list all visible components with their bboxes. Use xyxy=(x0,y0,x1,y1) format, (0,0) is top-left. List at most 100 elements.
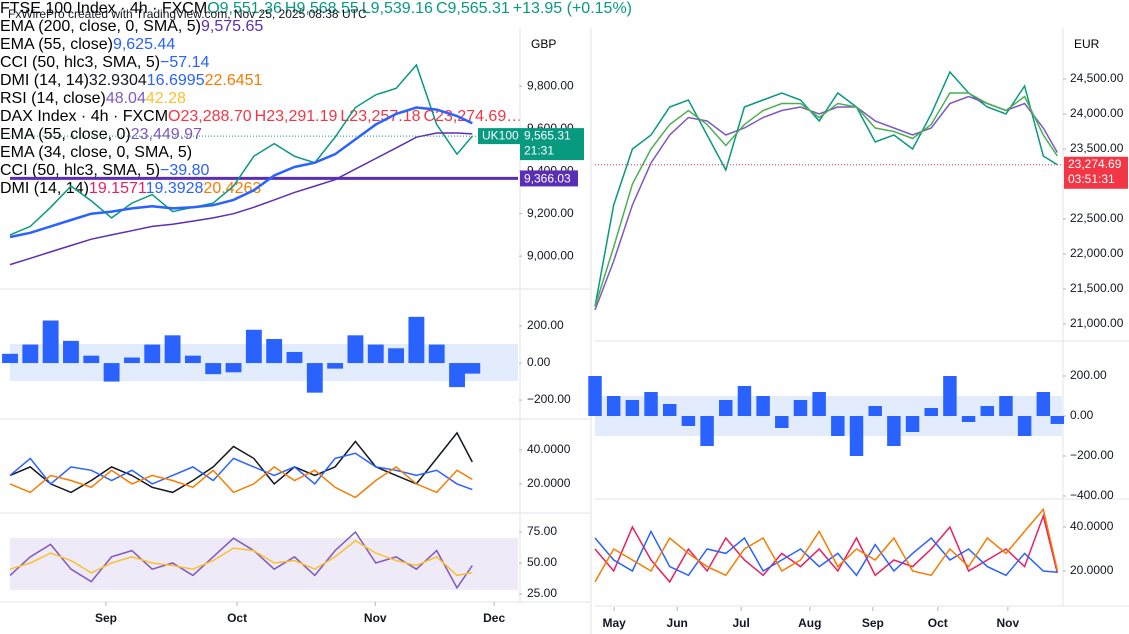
legend-value: −39.80 xyxy=(160,162,210,179)
series-name: EMA (55, close) xyxy=(0,36,113,53)
y-tick-label: 9,800.00 xyxy=(527,78,574,92)
cci-bar xyxy=(123,357,140,364)
symbol-box xyxy=(478,128,520,145)
y-tick-label: 22,500.00 xyxy=(1070,211,1124,225)
series-name: EMA (55, close, 0) xyxy=(0,126,131,143)
y-tick-label: 21,500.00 xyxy=(1070,281,1124,295)
y-tick-label: 50.00 xyxy=(527,555,557,569)
cci-bar xyxy=(793,400,808,416)
cci-bar xyxy=(428,344,445,364)
last-price-label: 9,565.31 xyxy=(524,128,571,142)
x-tick-label: Nov xyxy=(364,611,387,625)
x-tick-label: Jul xyxy=(732,616,749,630)
legend-row: CCI (50, hlc3, SMA, 5)−39.80 xyxy=(0,162,1129,180)
y-tick-label: 22,000.00 xyxy=(1070,246,1124,260)
series-line xyxy=(9,465,473,499)
series-value: 42.28 xyxy=(145,90,186,107)
series-value: 9,575.65 xyxy=(200,18,264,35)
legend-row: EMA (55, close, 0)23,449.97 xyxy=(0,126,1129,144)
cci-bar xyxy=(756,396,770,416)
cci-bar xyxy=(1017,416,1032,436)
legend-row: FTSE 100 Index · 4h · FXCMO9,551.36 H9,56… xyxy=(0,0,1129,18)
cci-bar xyxy=(943,376,957,416)
series-line xyxy=(9,431,473,494)
cci-bar xyxy=(266,339,283,364)
series-line xyxy=(594,70,1058,307)
cci-bar xyxy=(775,416,789,428)
x-tick-label: Oct xyxy=(227,611,247,625)
legend-title: DMI (14, 14) xyxy=(0,72,89,89)
cci-bar xyxy=(205,363,222,375)
cci-bar xyxy=(625,400,640,416)
series-line xyxy=(594,95,1058,311)
legend-row: DMI (14, 14)32.930416.699522.6451 xyxy=(0,72,1129,90)
cci-bar xyxy=(327,363,344,369)
series-line xyxy=(9,132,473,266)
series-value: 32.9304 xyxy=(88,72,147,89)
ohlc-value: L9,539.16 xyxy=(361,0,433,17)
y-tick-label: 40.0000 xyxy=(1070,519,1114,533)
y-tick-label: 9,000.00 xyxy=(527,248,574,262)
rsi-band xyxy=(10,538,518,590)
cci-bar xyxy=(849,416,864,456)
cci-bar xyxy=(924,408,938,416)
cci-bar xyxy=(22,344,39,364)
x-tick-label: Aug xyxy=(798,616,821,630)
cci-bar xyxy=(184,355,201,364)
cci-bar xyxy=(700,416,714,446)
legend-title: RSI (14, close) xyxy=(0,90,106,107)
last-price-label: 23,274.69 xyxy=(1068,157,1122,171)
y-tick-label: 25.00 xyxy=(527,586,557,600)
cci-bar xyxy=(42,320,59,364)
last-price-box xyxy=(1064,156,1128,189)
y-tick-label: −200.00 xyxy=(1070,448,1114,462)
series-line xyxy=(9,530,473,590)
y-tick-label: 21,000.00 xyxy=(1070,316,1124,330)
cci-bar xyxy=(245,329,262,364)
cci-bar xyxy=(286,351,303,364)
y-tick-label: 24,500.00 xyxy=(1070,71,1124,85)
y-tick-label: 20.0000 xyxy=(1070,563,1114,577)
header: FxWirePro created with TradingView.com, … xyxy=(8,7,367,21)
legend-title: DAX Index · 4h · FXCM xyxy=(0,108,169,125)
hline-label-box xyxy=(520,170,578,187)
cci-bar xyxy=(681,416,696,426)
cci-bar xyxy=(144,344,161,364)
cci-bar xyxy=(831,416,845,436)
cci-bar xyxy=(347,335,364,364)
cci-bar xyxy=(905,416,920,432)
x-tick-label: Jun xyxy=(667,616,688,630)
legend-title: DMI (14, 14) xyxy=(0,180,89,197)
cci-bar xyxy=(464,363,481,374)
cci-bar xyxy=(1036,392,1051,416)
y-tick-label: −200.00 xyxy=(527,392,571,406)
cci-bar xyxy=(812,392,826,416)
cci-bar xyxy=(588,376,602,416)
series-line xyxy=(9,452,473,491)
symbol-label: UK100 xyxy=(482,128,519,142)
cci-bar xyxy=(980,406,995,416)
cci-bar xyxy=(388,348,405,364)
y-tick-label: 9,200.00 xyxy=(527,206,574,220)
x-tick-label: Dec xyxy=(483,611,505,625)
y-tick-label: 200.00 xyxy=(1070,368,1107,382)
x-tick-label: Oct xyxy=(928,616,948,630)
series-value: 22.6451 xyxy=(204,72,263,89)
cci-bar xyxy=(662,404,677,416)
y-tick-label: 23,500.00 xyxy=(1070,141,1124,155)
hline-label: 9,366.03 xyxy=(524,172,571,186)
y-tick-label: 24,000.00 xyxy=(1070,106,1124,120)
legend: CCI (50, hlc3, SMA, 5)−39.80 xyxy=(0,162,1129,180)
x-tick-label: Nov xyxy=(996,616,1019,630)
cci-bar xyxy=(868,406,882,416)
series-line xyxy=(9,63,473,236)
countdown-label: 03:51:31 xyxy=(1068,172,1115,186)
series-name: EMA (200, close, 0, SMA, 5) xyxy=(0,18,201,35)
legend: FTSE 100 Index · 4h · FXCMO9,551.36 H9,56… xyxy=(0,0,1129,54)
legend-row: EMA (55, close)9,625.44 xyxy=(0,36,1129,54)
series-value: 9,625.44 xyxy=(112,36,176,53)
series-value: 48.04 xyxy=(105,90,146,107)
cci-bar xyxy=(225,363,242,373)
